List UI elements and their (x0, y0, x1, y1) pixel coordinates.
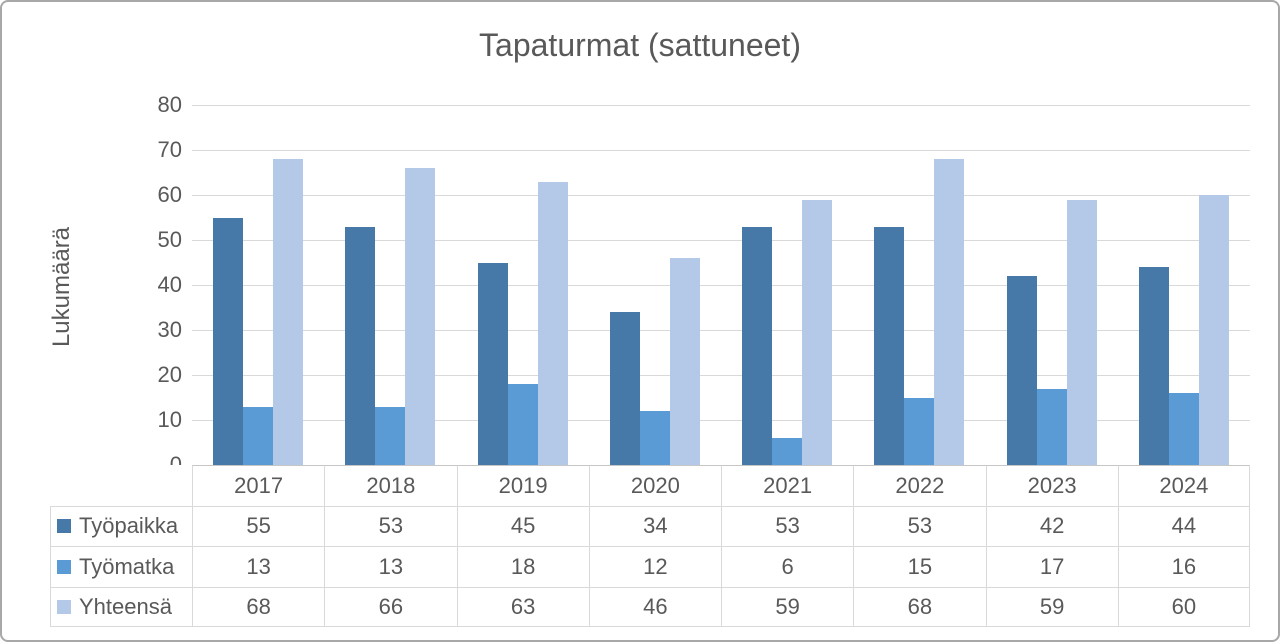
table-value-cell: 55 (192, 505, 325, 546)
gridline (192, 149, 1250, 151)
bar-työpaikka-2018 (345, 226, 376, 465)
legend-row-label-yhteensä: Yhteensä (50, 586, 192, 627)
bar-työpaikka-2022 (874, 226, 905, 465)
table-value-cell: 63 (456, 586, 589, 627)
bar-yhteensä-2021 (802, 199, 833, 465)
bar-työpaikka-2017 (213, 217, 244, 465)
table-value-cell: 12 (588, 546, 721, 587)
gridline (192, 419, 1250, 421)
y-tick-label: 50 (157, 227, 182, 252)
bar-yhteensä-2018 (405, 168, 436, 465)
table-value-cell: 16 (1117, 546, 1250, 587)
y-tick-label: 20 (157, 362, 182, 387)
table-value-cell: 45 (456, 505, 589, 546)
y-tick-label: 10 (157, 407, 182, 432)
table-value-cell: 15 (853, 546, 986, 587)
bar-työmatka-2019 (507, 384, 538, 465)
bar-yhteensä-2017 (273, 159, 304, 465)
table-value-cell: 53 (324, 505, 457, 546)
series-name: Yhteensä (79, 593, 172, 619)
table-corner-cell (50, 465, 192, 506)
bar-työmatka-2023 (1036, 388, 1067, 465)
table-value-cell: 18 (456, 546, 589, 587)
bar-yhteensä-2024 (1198, 195, 1229, 465)
table-value-cell: 68 (192, 586, 325, 627)
table-value-cell: 17 (985, 546, 1118, 587)
series-name: Työpaikka (79, 513, 179, 539)
table-value-cell: 13 (324, 546, 457, 587)
x-axis-category-label: 2017 (192, 465, 325, 506)
chart-title: Tapaturmat (sattuneet) (479, 27, 801, 63)
gridline (192, 329, 1250, 331)
table-value-cell: 34 (588, 505, 721, 546)
table-value-cell: 59 (985, 586, 1118, 627)
x-axis-category-label: 2023 (985, 465, 1118, 506)
legend-key-icon (57, 559, 71, 574)
bar-yhteensä-2019 (537, 181, 568, 465)
bar-yhteensä-2022 (934, 159, 965, 465)
gridline (192, 284, 1250, 286)
bar-työpaikka-2020 (609, 312, 640, 465)
bar-työmatka-2017 (243, 406, 274, 465)
bar-työpaikka-2024 (1138, 267, 1169, 465)
y-tick-label: 30 (157, 317, 182, 342)
table-value-cell: 44 (1117, 505, 1250, 546)
bar-yhteensä-2023 (1066, 199, 1097, 465)
x-axis-category-label: 2022 (853, 465, 986, 506)
y-axis-title: Lukumäärä (48, 226, 75, 348)
bar-työpaikka-2021 (742, 226, 773, 465)
table-value-cell: 68 (853, 586, 986, 627)
series-name: Työmatka (79, 553, 175, 579)
gridline (192, 374, 1250, 376)
y-tick-label: 70 (157, 137, 182, 162)
bar-työpaikka-2023 (1006, 276, 1037, 465)
plot-area (192, 104, 1250, 465)
bar-työmatka-2024 (1168, 393, 1199, 465)
table-value-cell: 46 (588, 586, 721, 627)
legend-row-label-työpaikka: Työpaikka (50, 505, 192, 546)
legend-key-icon (57, 599, 71, 614)
data-table: 2017 2018 2019 2020 2021 2022 2023 2024 Työpaikk… (50, 465, 1250, 627)
x-axis-category-label: 2020 (588, 465, 721, 506)
table-value-cell: 13 (192, 546, 325, 587)
table-value-cell: 53 (853, 505, 986, 546)
y-tick-label: 60 (157, 182, 182, 207)
x-axis-category-label: 2018 (324, 465, 457, 506)
x-axis-category-label: 2019 (456, 465, 589, 506)
gridline (192, 194, 1250, 196)
legend-key-icon (57, 519, 71, 534)
gridline (192, 239, 1250, 241)
gridline (192, 104, 1250, 106)
y-tick-label: 80 (157, 92, 182, 117)
table-value-cell: 42 (985, 505, 1118, 546)
bar-yhteensä-2020 (669, 258, 700, 465)
y-tick-label: 40 (157, 272, 182, 297)
legend-row-label-työmatka: Työmatka (50, 546, 192, 587)
table-value-cell: 53 (721, 505, 854, 546)
bar-työmatka-2022 (904, 397, 935, 465)
bar-työmatka-2020 (639, 411, 670, 465)
bar-työmatka-2018 (375, 406, 406, 465)
table-value-cell: 6 (721, 546, 854, 587)
x-axis-category-label: 2024 (1117, 465, 1250, 506)
bar-työmatka-2021 (772, 438, 803, 465)
table-value-cell: 59 (721, 586, 854, 627)
table-value-cell: 66 (324, 586, 457, 627)
x-axis-category-label: 2021 (721, 465, 854, 506)
table-value-cell: 60 (1117, 586, 1250, 627)
bar-työpaikka-2019 (477, 262, 508, 465)
